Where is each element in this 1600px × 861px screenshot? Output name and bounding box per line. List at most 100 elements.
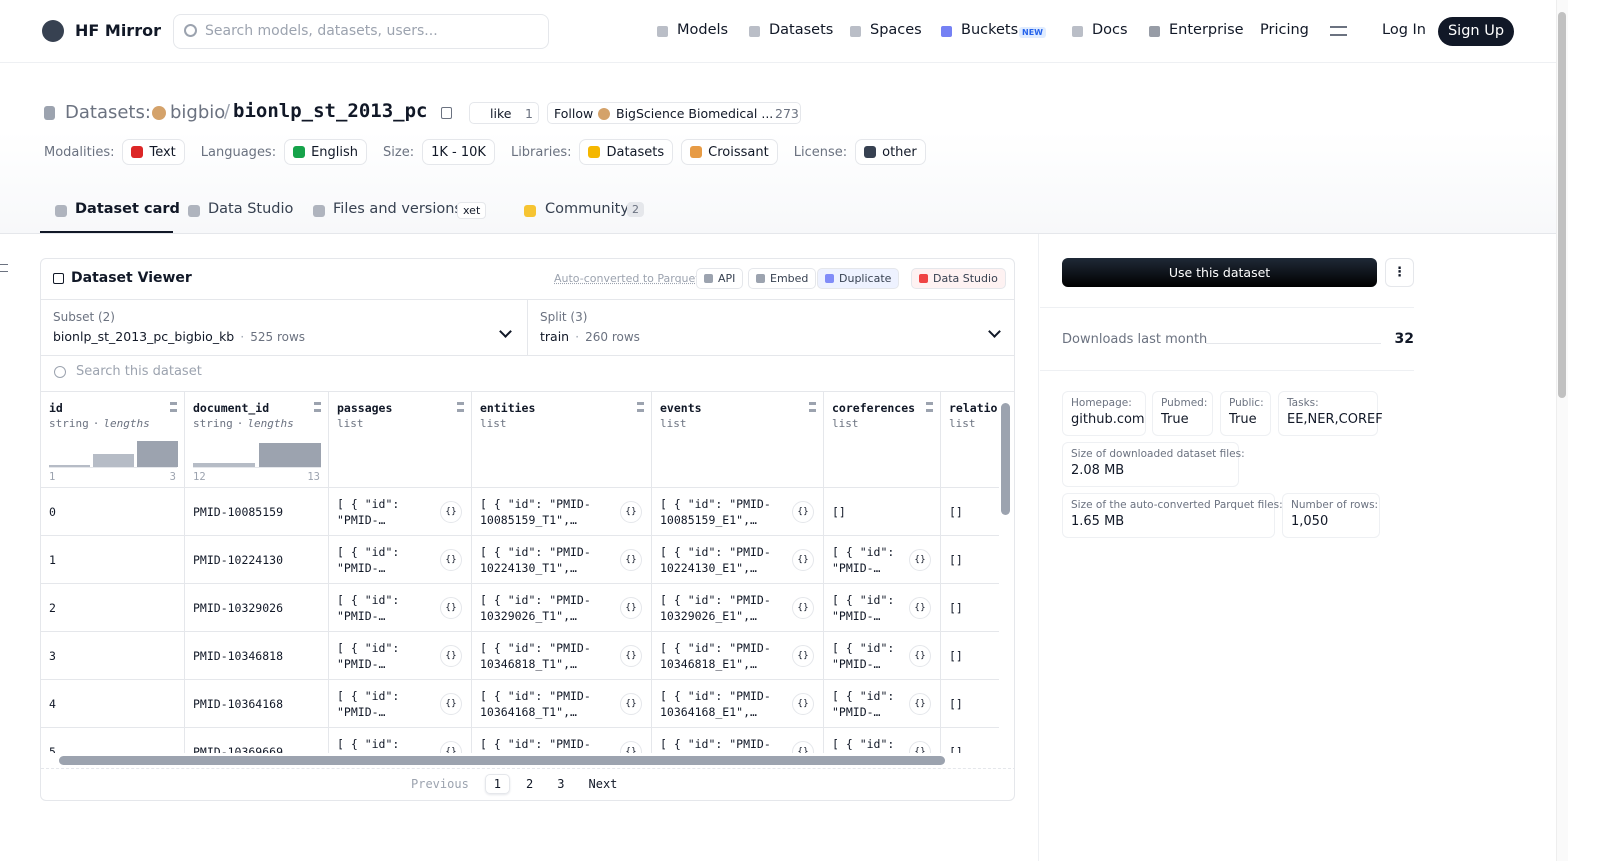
nav-link[interactable]: Pricing xyxy=(1260,22,1309,38)
signup[interactable]: Sign Up xyxy=(1438,17,1514,46)
sort-icon[interactable] xyxy=(809,402,816,412)
expand-json-icon[interactable]: {} xyxy=(792,501,814,523)
expand-json-icon[interactable]: {} xyxy=(909,693,931,715)
viewer-action[interactable]: Duplicate xyxy=(817,268,900,289)
nav-link[interactable]: Models xyxy=(677,22,729,38)
nav-link[interactable]: Docs xyxy=(1092,22,1128,38)
info-label: Number of rows: xyxy=(1291,499,1379,511)
expand-json-icon[interactable]: {} xyxy=(620,693,642,715)
action-label: Duplicate xyxy=(839,272,892,285)
action-label: Data Studio xyxy=(933,272,998,285)
viewer-action[interactable]: API xyxy=(696,268,744,289)
page-number[interactable]: 2 xyxy=(526,777,534,791)
tag-chip[interactable]: Text xyxy=(122,139,185,165)
expand-json-icon[interactable]: {} xyxy=(620,549,642,571)
expand-json-icon[interactable]: {} xyxy=(440,501,462,523)
nav-link[interactable]: Spaces xyxy=(870,22,922,38)
column-type-line: string · lengths xyxy=(49,417,150,430)
viewer-action[interactable]: Embed xyxy=(748,268,817,289)
chip-text: English xyxy=(311,144,359,160)
brand[interactable]: HF Mirror xyxy=(75,21,161,40)
tab-icon xyxy=(524,205,536,217)
expand-json-icon[interactable]: {} xyxy=(909,597,931,619)
prev-page[interactable]: Previous xyxy=(411,777,469,791)
subset-select[interactable]: Subset (2) bionlp_st_2013_pc_bigbio_kb · 52… xyxy=(41,300,527,356)
tab[interactable]: Community xyxy=(545,201,629,217)
expand-json-icon[interactable]: {} xyxy=(909,549,931,571)
tab[interactable]: Data Studio xyxy=(208,201,294,217)
col-line xyxy=(184,488,185,536)
page-number[interactable]: 3 xyxy=(557,777,565,791)
page-number[interactable]: 1 xyxy=(484,774,511,794)
expand-json-icon[interactable]: {} xyxy=(440,597,462,619)
tag-chip[interactable]: other xyxy=(855,139,926,165)
table-cell: PMID-10369669 xyxy=(193,745,284,753)
expand-json-icon[interactable]: {} xyxy=(440,693,462,715)
expand-json-icon[interactable]: {} xyxy=(792,549,814,571)
like-button[interactable]: like 1 xyxy=(469,102,539,124)
follow-button[interactable]: Follow BigScience Biomedical ... 273 xyxy=(547,102,801,124)
dataset-search[interactable]: Search this dataset xyxy=(76,364,202,379)
h-scrollbar[interactable] xyxy=(59,756,945,765)
expand-json-icon[interactable]: {} xyxy=(909,741,931,753)
split-select[interactable]: Split (3) train · 260 rows xyxy=(528,300,1014,356)
next-page[interactable]: Next xyxy=(588,777,618,791)
sort-icon[interactable] xyxy=(926,402,933,412)
col-line xyxy=(651,632,652,680)
v-scrollbar[interactable] xyxy=(1001,403,1010,515)
sort-icon[interactable] xyxy=(457,402,464,412)
menu-icon[interactable] xyxy=(1330,26,1347,36)
tab[interactable]: Dataset card xyxy=(75,201,180,217)
sort-icon[interactable] xyxy=(637,402,644,412)
page-scroll-thumb[interactable] xyxy=(1558,12,1566,398)
expand-json-icon[interactable]: {} xyxy=(440,549,462,571)
column-header: entities list xyxy=(472,392,652,488)
side-toggle[interactable] xyxy=(0,264,8,272)
login[interactable]: Log In xyxy=(1382,22,1426,38)
expand-json-icon[interactable]: {} xyxy=(792,597,814,619)
expand-json-icon[interactable]: {} xyxy=(620,645,642,667)
sort-icon[interactable] xyxy=(314,402,321,412)
expand-json-icon[interactable]: {} xyxy=(909,645,931,667)
expand-json-icon[interactable]: {} xyxy=(440,645,462,667)
sort-icon[interactable] xyxy=(170,402,177,412)
table-cell: 3 xyxy=(49,649,56,663)
chip-text: 1K - 10K xyxy=(431,144,486,160)
col-line xyxy=(328,488,329,536)
tag-chip[interactable]: English xyxy=(284,139,368,165)
expand-json-icon[interactable]: {} xyxy=(792,693,814,715)
table-cell: 0 xyxy=(49,505,56,519)
use-dataset[interactable]: Use this dataset xyxy=(1062,258,1377,287)
dot: · xyxy=(92,417,100,430)
viewer-action[interactable]: Data Studio xyxy=(911,268,1006,289)
copy-icon[interactable] xyxy=(441,107,452,119)
nav-link[interactable]: Enterprise xyxy=(1169,22,1244,38)
auto-converted[interactable]: Auto-converted to Parquet xyxy=(554,272,700,285)
split-select-value-line: train · 260 rows xyxy=(540,329,640,344)
tag-chip[interactable]: Croissant xyxy=(681,139,778,165)
tag-chip[interactable]: Datasets xyxy=(579,139,674,165)
tab[interactable]: Files and versions xyxy=(333,201,462,217)
expand-json-icon[interactable]: {} xyxy=(792,645,814,667)
rule xyxy=(41,768,1014,769)
nav-link[interactable]: Datasets xyxy=(769,22,834,38)
dataset-name[interactable]: bionlp_st_2013_pc xyxy=(233,100,428,122)
tag-chip[interactable]: 1K - 10K xyxy=(422,139,495,165)
more-button[interactable]: ⋮ xyxy=(1385,258,1414,287)
expand-json-icon[interactable]: {} xyxy=(620,597,642,619)
nav-link[interactable]: Buckets xyxy=(961,22,1019,38)
owner[interactable]: bigbio xyxy=(170,102,226,123)
expand-json-icon[interactable]: {} xyxy=(792,741,814,753)
table-cell: [ { "id": "PMID-… xyxy=(832,593,895,623)
expand-json-icon[interactable]: {} xyxy=(440,741,462,753)
column-name: events xyxy=(660,401,702,415)
column-type: list xyxy=(480,417,507,430)
search-placeholder: Search models, datasets, users... xyxy=(205,23,438,39)
search-box[interactable]: Search models, datasets, users... xyxy=(173,14,549,49)
viewer-title: Dataset Viewer xyxy=(71,270,192,286)
expand-json-icon[interactable]: {} xyxy=(620,741,642,753)
expand-json-icon[interactable]: {} xyxy=(620,501,642,523)
row-line xyxy=(41,727,999,728)
col-line xyxy=(328,536,329,584)
